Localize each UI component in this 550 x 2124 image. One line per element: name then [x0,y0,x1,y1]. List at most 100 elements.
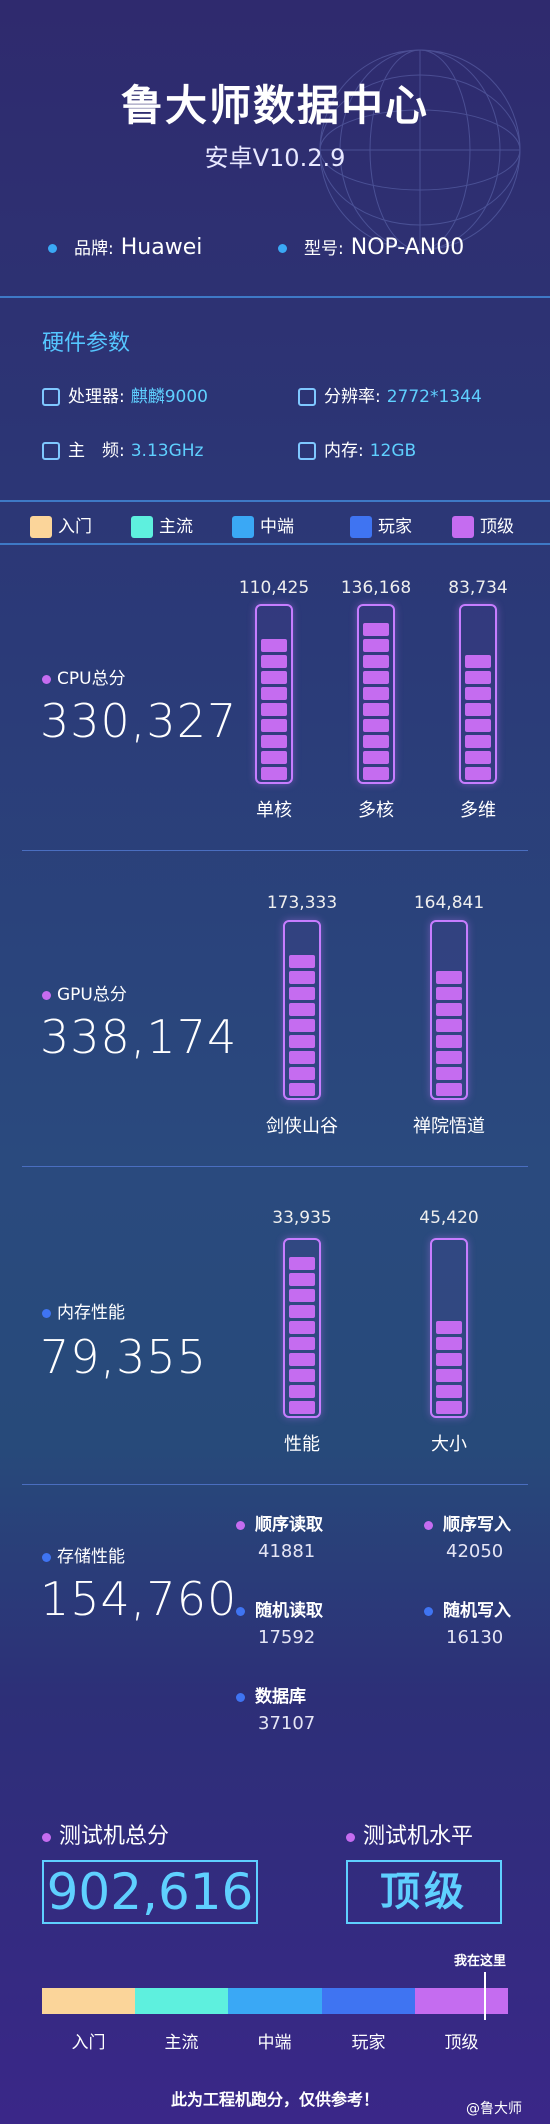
legend-swatch [131,516,153,538]
bar-segment [289,1385,315,1398]
divider [0,543,550,545]
bar-segment [363,767,389,780]
hw-freq-label: 主 频: [68,441,125,461]
brand-label: 品牌: [74,239,114,259]
bar-segment [363,687,389,700]
bar-segment [436,1385,462,1398]
legend-label: 中端 [260,517,294,537]
scale-segment [228,1988,322,2014]
total-score-box: 902,616 [42,1860,258,1924]
page-title: 鲁大师数据中心 [120,81,429,130]
bar-name: 单核 [256,800,292,821]
section-separator [22,1484,528,1485]
bar-segment [465,671,491,684]
bullet-icon [42,674,51,684]
divider [0,500,550,502]
bullet-icon [236,1606,245,1616]
total-level-box: 顶级 [346,1860,502,1924]
bullet-icon [278,243,287,253]
bar-name: 多核 [358,800,394,821]
bar-segment [261,767,287,780]
total-level-label-text: 测试机水平 [363,1824,474,1849]
cpu-label-text: CPU总分 [57,669,126,689]
hw-memory: 内存: 12GB [298,436,416,461]
bar-segment [363,719,389,732]
bar-segment [436,1083,462,1096]
model-value: NOP-AN00 [350,235,465,260]
bar-segment [436,971,462,984]
storage-item-value: 17592 [258,1627,316,1648]
level-bar [283,1238,321,1418]
scale-label: 顶级 [444,2033,479,2053]
bar-segment [363,655,389,668]
bar-segment [261,719,287,732]
bar-segment [363,751,389,764]
bar-segment [465,719,491,732]
bar-segment [289,1273,315,1286]
bar-segment [436,1337,462,1350]
bar-segment [289,1067,315,1080]
memory-label-text: 内存性能 [57,1303,125,1323]
bar-segment [289,1003,315,1016]
storage-item-value: 42050 [446,1541,504,1562]
chip-icon [42,388,60,406]
legend-swatch [232,516,254,538]
hw-cpu-value: 麒麟9000 [130,387,208,407]
bar-name: 多维 [460,800,496,821]
storage-item-name: 顺序读取 [255,1515,323,1535]
bar-segment [289,971,315,984]
bar-segment [436,1353,462,1366]
bullet-icon [48,243,57,253]
cpu-score: 330,327 [40,694,238,748]
bar-segment [261,687,287,700]
bar-segment [436,1003,462,1016]
bar-name: 性能 [284,1434,320,1455]
bar-segment [436,1067,462,1080]
legend-label: 玩家 [378,517,412,537]
bar-segment [436,1035,462,1048]
bar-segment [289,1305,315,1318]
storage-rand-write: 随机写入 16130 [424,1596,511,1648]
gpu-label-text: GPU总分 [57,985,127,1005]
legend-item: 玩家 [350,512,412,538]
legend-item: 顶级 [452,512,514,538]
hw-res-value: 2772*1344 [386,387,482,407]
bar-segment [436,987,462,1000]
bullet-icon [236,1520,245,1530]
bar-segment [465,735,491,748]
hw-mem-label: 内存: [324,441,364,461]
scale-segment [135,1988,229,2014]
bar-segment [261,703,287,716]
bar-segment [363,639,389,652]
bar-segment [261,639,287,652]
legend-label: 入门 [58,517,92,537]
bullet-icon [424,1606,433,1616]
level-scale [42,1988,509,2014]
bar-value: 136,168 [340,578,412,598]
storage-item-value: 41881 [258,1541,316,1562]
app-version: 安卓V10.2.9 [204,144,346,172]
frequency-icon [42,442,60,460]
total-level-label: 测试机水平 [346,1818,473,1850]
storage-item-name: 随机写入 [443,1601,511,1621]
memory-score: 79,355 [40,1330,207,1384]
legend-label: 顶级 [480,517,514,537]
bar-segment [363,735,389,748]
legend-item: 入门 [30,512,92,538]
bar-segment [261,671,287,684]
scale-segment [414,1988,509,2014]
level-marker [483,1972,486,2020]
bar-value: 164,841 [413,893,485,913]
globe-graphic [319,49,521,251]
marker-label: 我在这里 [454,1954,507,1969]
hardware-title: 硬件参数 [42,331,131,356]
level-bar [283,920,321,1100]
storage-database: 数据库 37107 [236,1682,315,1734]
footer-note: 此为工程机跑分，仅供参考！ [170,2090,379,2109]
bar-segment [436,1401,462,1414]
storage-seq-write: 顺序写入 42050 [424,1510,511,1562]
bar-segment [436,1369,462,1382]
bar-name: 剑侠山谷 [266,1116,338,1137]
bar-segment [465,703,491,716]
section-separator [22,850,528,851]
